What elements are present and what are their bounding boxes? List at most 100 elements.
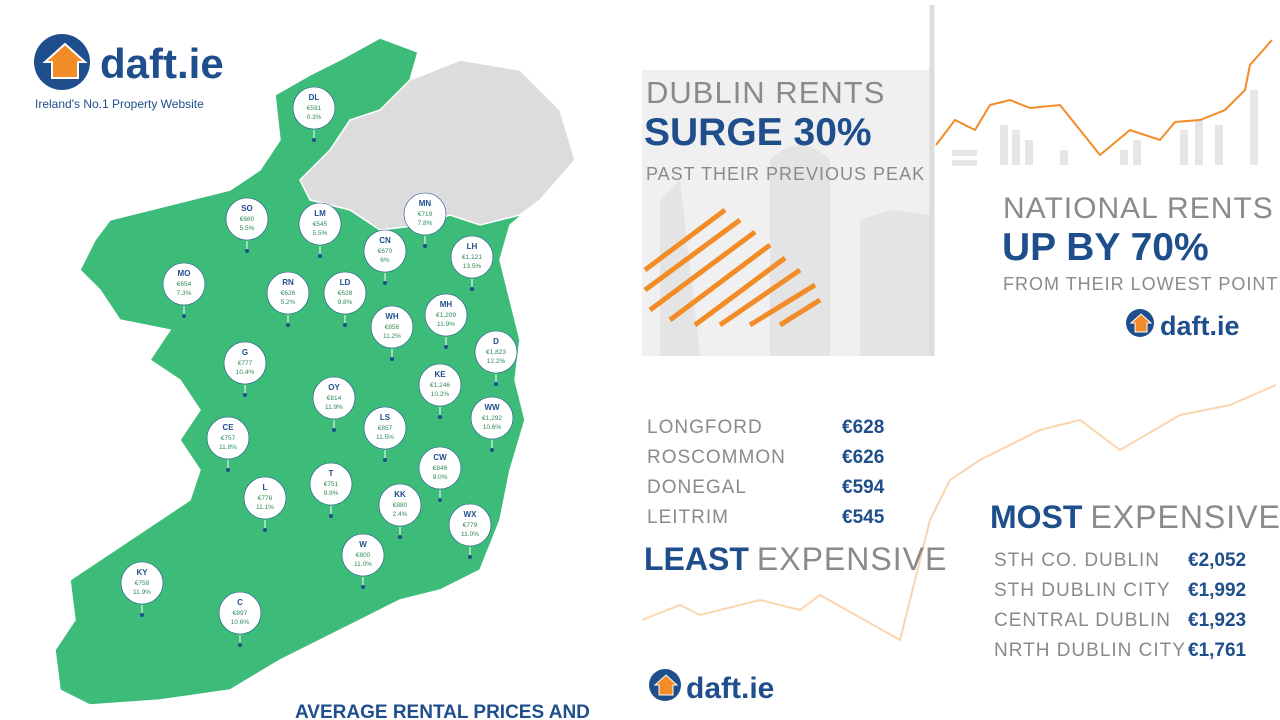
county-price: €897: [233, 610, 248, 617]
county-bubble: [223, 341, 267, 385]
county-price: €880: [393, 502, 408, 509]
row-label: CENTRAL DUBLIN: [994, 610, 1171, 631]
county-change: 7.8%: [418, 220, 433, 227]
county-price: €758: [135, 580, 150, 587]
county-change: 10.4%: [236, 369, 255, 376]
county-bubble: [363, 406, 407, 450]
county-change: 12.2%: [487, 358, 506, 365]
county-code: SO: [241, 204, 253, 213]
pin-dot: [444, 345, 448, 349]
county-price: €846: [433, 465, 448, 472]
pin-dot: [182, 314, 186, 318]
county-change: 11.5%: [376, 434, 394, 441]
county-code: WX: [464, 510, 478, 519]
dublin-line3: PAST THEIR PREVIOUS PEAK: [646, 164, 925, 184]
county-change: 9.8%: [338, 299, 353, 306]
least-table: LONGFORD €628 ROSCOMMON €626 DONEGAL €594 LEIT…: [647, 417, 885, 528]
county-change: 5.5%: [313, 230, 328, 237]
county-code: KY: [136, 568, 148, 577]
county-change: 11.1%: [256, 504, 274, 511]
county-code: MN: [419, 199, 432, 208]
county-price: €757: [221, 435, 236, 442]
national-line1: NATIONAL RENTS: [1003, 192, 1274, 225]
county-bubble: [218, 591, 262, 635]
county-code: D: [493, 337, 499, 346]
pin-dot: [245, 249, 249, 253]
most-rest: EXPENSIVE: [1090, 499, 1280, 535]
county-change: 5.5%: [240, 225, 255, 232]
pin-dot: [343, 323, 347, 327]
county-bubble: [298, 202, 342, 246]
pin-dot: [332, 428, 336, 432]
county-change: 5.2%: [281, 299, 296, 306]
county-code: G: [242, 348, 248, 357]
least-rest: EXPENSIVE: [757, 541, 947, 577]
county-change: 6%: [380, 257, 390, 264]
row-price: €628: [842, 417, 884, 438]
logo-small: daft.ie: [1126, 309, 1240, 341]
county-bubble: [225, 197, 269, 241]
stripes: [643, 208, 822, 328]
county-change: 0.3%: [307, 114, 322, 121]
county-bubble: [309, 462, 353, 506]
county-bubble: [341, 533, 385, 577]
skyline: [660, 145, 930, 356]
skyline-line-bottom: [641, 384, 1277, 642]
pin-dot: [490, 448, 494, 452]
county-bubble: [448, 503, 492, 547]
county-price: €591: [307, 105, 322, 112]
county-price: €814: [327, 395, 342, 402]
pin-dot: [470, 287, 474, 291]
county-bubble: [162, 262, 206, 306]
least-heading: LEAST EXPENSIVE: [644, 541, 947, 577]
pin-dot: [329, 514, 333, 518]
logo: daft.ie Ireland's No.1 Property Website: [34, 34, 224, 111]
county-change: 7.3%: [177, 290, 192, 297]
county-bubble: [470, 396, 514, 440]
county-code: KK: [394, 490, 406, 499]
county-price: €654: [177, 281, 192, 288]
county-price: €719: [418, 211, 433, 218]
row-label: ROSCOMMON: [647, 447, 786, 468]
county-bubble: [312, 376, 356, 420]
row-price: €545: [842, 507, 885, 528]
county-change: 11.0%: [354, 561, 372, 568]
pin-dot: [243, 393, 247, 397]
pin-dot: [383, 458, 387, 462]
county-code: LH: [467, 242, 478, 251]
logo-tagline: Ireland's No.1 Property Website: [35, 97, 204, 111]
map-footer: AVERAGE RENTAL PRICES AND: [295, 702, 590, 720]
county-price: €751: [324, 481, 339, 488]
pin-dot: [318, 254, 322, 258]
pin-dot: [238, 643, 242, 647]
pin-dot: [398, 535, 402, 539]
county-price: €670: [378, 248, 393, 255]
county-code: LD: [340, 278, 351, 287]
logo-bottom: daft.ie: [649, 669, 774, 705]
county-code: CN: [379, 236, 391, 245]
county-code: WW: [484, 403, 500, 412]
county-bubble: [266, 271, 310, 315]
pin-dot: [312, 138, 316, 142]
pin-dot: [468, 555, 472, 559]
county-code: CW: [433, 453, 447, 462]
county-price: €857: [378, 425, 393, 432]
county-code: DL: [309, 93, 320, 102]
county-price: €1,246: [430, 382, 450, 389]
pin-dot: [263, 528, 267, 532]
row-price: €1,992: [1188, 580, 1246, 601]
county-code: T: [329, 469, 334, 478]
row-label: LONGFORD: [647, 417, 763, 438]
county-bubble: [363, 229, 407, 273]
row-label: DONEGAL: [647, 477, 747, 498]
county-code: KE: [434, 370, 446, 379]
row-price: €2,052: [1188, 550, 1246, 571]
county-change: 11.9%: [325, 404, 343, 411]
pin-dot: [390, 357, 394, 361]
county-code: OY: [328, 383, 340, 392]
most-table: STH CO. DUBLIN €2,052 STH DUBLIN CITY €1,99…: [994, 550, 1247, 661]
county-bubble: [424, 293, 468, 337]
row-price: €1,761: [1188, 640, 1247, 661]
